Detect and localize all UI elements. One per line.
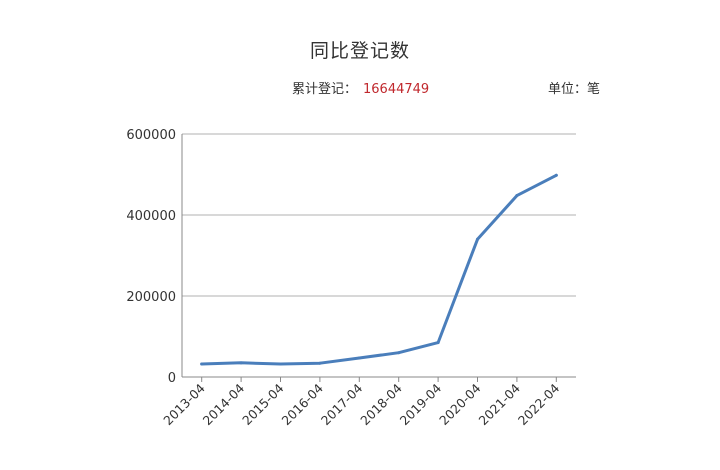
chart-title: 同比登记数 [309,40,410,62]
x-tick-label: 2022-04 [515,380,563,428]
data-point [515,194,519,198]
unit-label: 单位：笔 [548,82,601,97]
x-tick-label: 2019-04 [397,380,445,428]
y-tick-label: 0 [168,371,176,386]
data-point [554,173,558,177]
total-value: 16644749 [363,82,430,97]
grid-lines [182,133,576,297]
x-tick-label: 2018-04 [357,380,405,428]
data-point [357,356,361,360]
x-tick-label: 2020-04 [436,380,484,428]
total-label: 累计登记： [292,82,358,97]
y-tick-label: 400000 [126,209,176,224]
data-point [397,351,401,355]
x-tick-label: 2013-04 [160,380,208,428]
y-tick-label: 600000 [126,128,176,143]
x-tick-label: 2017-04 [318,380,366,428]
series-line-0 [200,173,558,366]
data-point [200,362,204,366]
data-point [318,361,322,365]
data-point [279,362,282,366]
total-registrations: 累计登记： 16644749 [292,78,429,97]
x-tick-label: 2021-04 [475,380,523,428]
data-point [239,361,243,365]
data-point [436,341,440,345]
axes [181,134,576,382]
x-tick-label: 2016-04 [278,380,326,428]
x-tick-label: 2015-04 [239,380,287,428]
y-tick-label: 200000 [126,290,176,305]
series-group [200,173,558,366]
x-tick-labels: 2013-042014-042015-042016-042017-042018-… [160,380,562,428]
data-point [476,237,479,241]
y-tick-labels: 0 200000 400000 600000 [126,128,176,386]
x-tick-label: 2014-04 [200,380,248,428]
